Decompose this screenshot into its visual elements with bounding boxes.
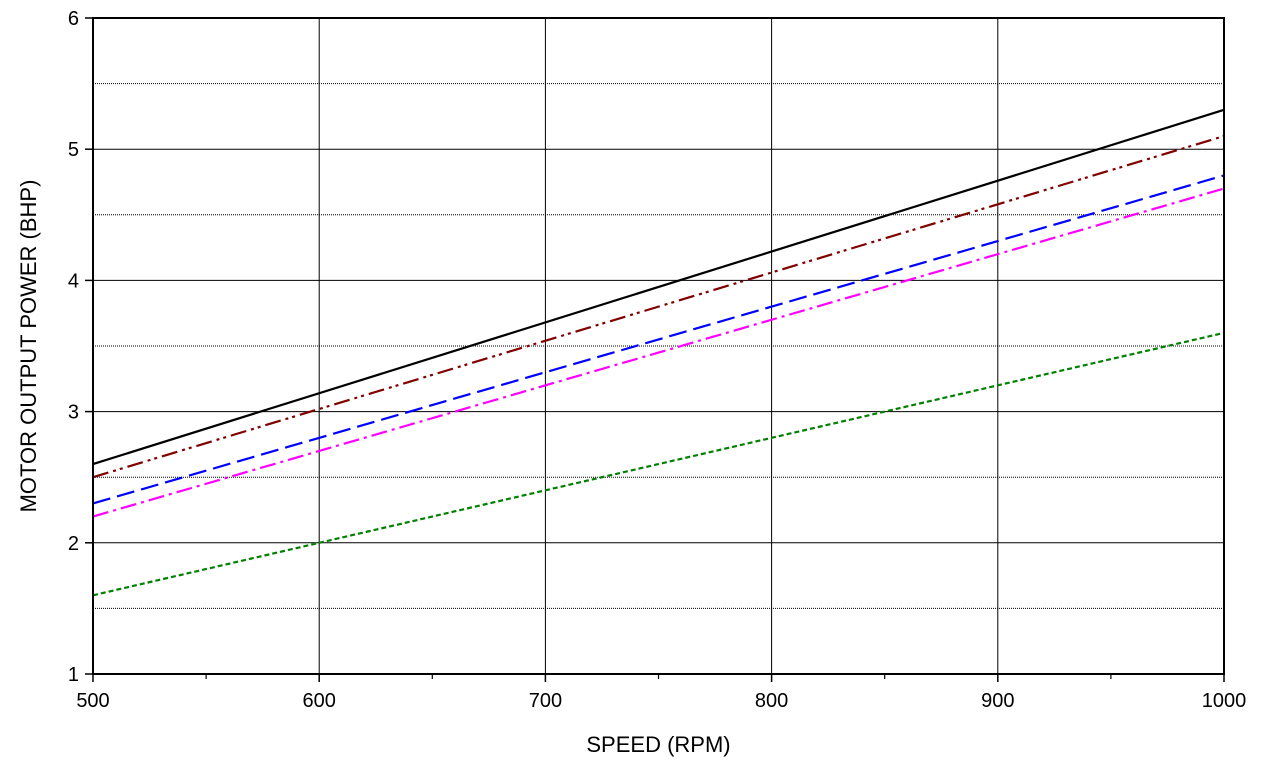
y-tick-label: 4 [68, 270, 79, 292]
axis-ticks [85, 17, 1225, 682]
plot-frame [92, 17, 1225, 675]
y-tick-label: 3 [68, 402, 79, 424]
x-tick-label: 700 [529, 690, 562, 712]
series-line-1 [92, 108, 1225, 466]
minor-gridlines [93, 83, 1224, 609]
x-tick-label: 500 [76, 690, 109, 712]
major-gridlines [93, 18, 1224, 674]
series-layer [92, 108, 1225, 597]
x-tick-label: 900 [981, 690, 1014, 712]
series-line-2 [92, 135, 1225, 479]
x-axis-title: SPEED (RPM) [586, 732, 730, 757]
series-line-4 [92, 187, 1225, 518]
y-axis-title: MOTOR OUTPUT POWER (BHP) [16, 180, 41, 513]
series-line-5 [92, 331, 1225, 597]
x-tick-label: 600 [303, 690, 336, 712]
series-line-3 [92, 174, 1225, 505]
y-tick-label: 5 [68, 139, 79, 161]
x-tick-label: 800 [755, 690, 788, 712]
x-tick-labels: 500 600 700 800 900 1000 [76, 690, 1246, 712]
y-tick-labels: 1 2 3 4 5 6 [68, 8, 79, 686]
x-tick-label: 1000 [1202, 690, 1247, 712]
y-tick-label: 6 [68, 8, 79, 30]
y-tick-label: 2 [68, 533, 79, 555]
y-tick-label: 1 [68, 664, 79, 686]
